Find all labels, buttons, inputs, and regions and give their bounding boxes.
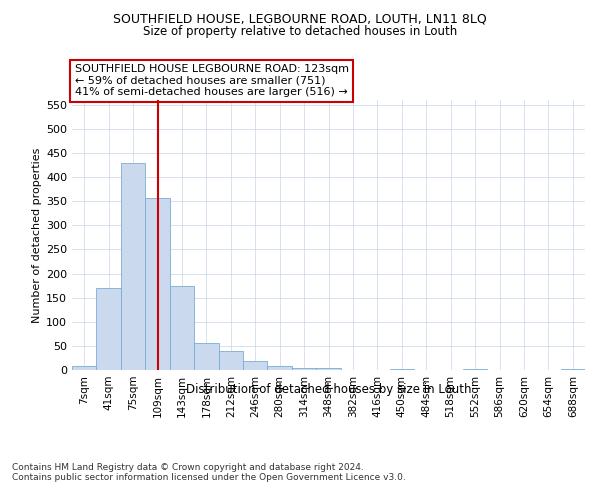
- Bar: [268, 366, 292, 370]
- Text: SOUTHFIELD HOUSE, LEGBOURNE ROAD, LOUTH, LN11 8LQ: SOUTHFIELD HOUSE, LEGBOURNE ROAD, LOUTH,…: [113, 12, 487, 26]
- Bar: [243, 362, 268, 370]
- Bar: [97, 288, 121, 370]
- Text: Contains HM Land Registry data © Crown copyright and database right 2024.
Contai: Contains HM Land Registry data © Crown c…: [12, 462, 406, 482]
- Text: Size of property relative to detached houses in Louth: Size of property relative to detached ho…: [143, 25, 457, 38]
- Text: SOUTHFIELD HOUSE LEGBOURNE ROAD: 123sqm
← 59% of detached houses are smaller (75: SOUTHFIELD HOUSE LEGBOURNE ROAD: 123sqm …: [74, 64, 349, 98]
- Bar: [170, 286, 194, 370]
- Bar: [121, 162, 145, 370]
- Bar: [72, 366, 97, 370]
- Bar: [560, 368, 585, 370]
- Y-axis label: Number of detached properties: Number of detached properties: [32, 148, 42, 322]
- Bar: [316, 368, 341, 370]
- Bar: [389, 368, 414, 370]
- Bar: [145, 198, 170, 370]
- Bar: [218, 350, 243, 370]
- Bar: [463, 369, 487, 370]
- Text: Distribution of detached houses by size in Louth: Distribution of detached houses by size …: [186, 382, 472, 396]
- Bar: [292, 368, 316, 370]
- Bar: [194, 342, 218, 370]
